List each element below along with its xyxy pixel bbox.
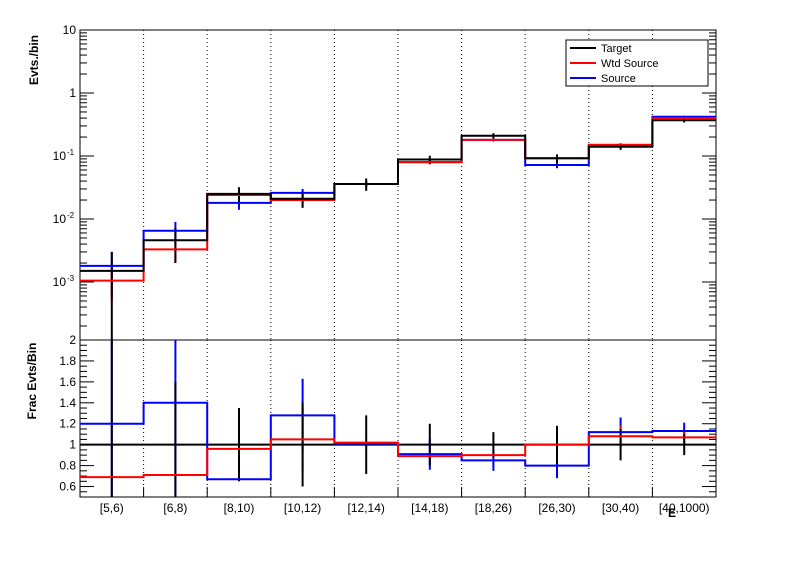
bottom-y-tick-label: 1.8: [59, 354, 76, 368]
x-tick-label: [6,8): [163, 501, 187, 515]
legend-entry: Source: [601, 73, 636, 85]
bottom-y-tick-label: 1.2: [59, 417, 76, 431]
bottom-y-tick-label: 0.6: [59, 480, 76, 494]
top-y-tick-exponent: -3: [67, 274, 75, 283]
legend-entry: Target: [601, 43, 632, 55]
x-tick-label: [26,30): [538, 501, 575, 515]
x-tick-label: [8,10): [224, 501, 255, 515]
top-y-tick-label: 10: [63, 23, 77, 37]
x-tick-label: [5,6): [100, 501, 124, 515]
bottom-y-axis-label: Frac Evts/Bin: [25, 343, 39, 420]
top-y-tick-exponent: -1: [67, 148, 75, 157]
bottom-y-tick-label: 1.6: [59, 375, 76, 389]
top-y-tick-exponent: -2: [67, 211, 75, 220]
top-y-tick-label: 10: [53, 149, 67, 163]
x-tick-label: [10,12): [284, 501, 321, 515]
top-y-tick-label: 10: [53, 212, 67, 226]
top-series-line: [80, 119, 716, 272]
x-tick-label: [14,18): [411, 501, 448, 515]
bottom-series-line: [80, 435, 716, 479]
top-y-tick-label: 10: [53, 275, 67, 289]
x-tick-label: [30,40): [602, 501, 639, 515]
top-y-axis-label: Evts./bin: [27, 35, 41, 85]
x-axis-label: E: [668, 506, 676, 520]
bottom-y-tick-label: 1.4: [59, 396, 76, 410]
legend-entry: Wtd Source: [601, 58, 658, 70]
bottom-y-tick-label: 1: [69, 438, 76, 452]
bottom-y-tick-label: 2: [69, 333, 76, 347]
top-y-tick-label: 1: [69, 86, 76, 100]
x-tick-label: [40,1000): [659, 501, 710, 515]
x-tick-label: [12,14): [348, 501, 385, 515]
bottom-y-tick-label: 0.8: [59, 459, 76, 473]
x-tick-label: [18,26): [475, 501, 512, 515]
